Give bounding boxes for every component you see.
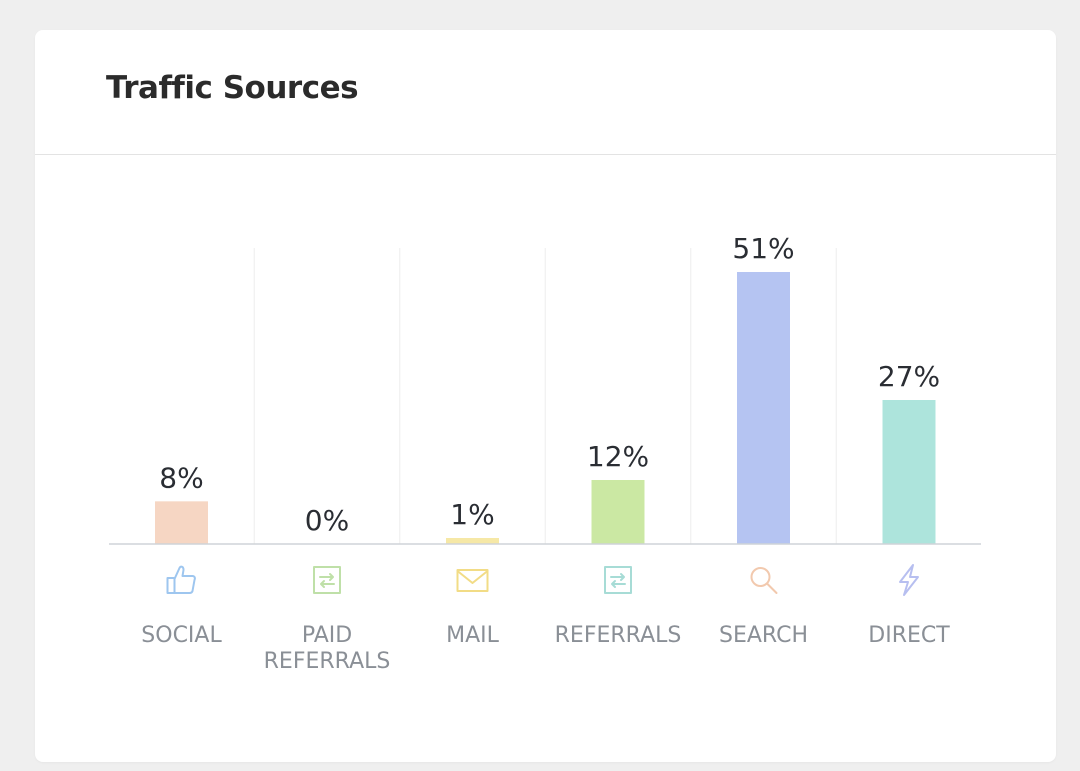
lightning-icon bbox=[899, 564, 919, 596]
swap-arrows-icon bbox=[313, 566, 341, 594]
category-label: MAIL bbox=[446, 623, 500, 648]
bar-value-label: 12% bbox=[587, 440, 649, 473]
bar bbox=[882, 400, 936, 544]
bar-value-label: 0% bbox=[305, 504, 349, 537]
bar-value-label: 8% bbox=[159, 461, 203, 494]
traffic-sources-chart: 8% SOCIAL 0% PAID REFERRALS 1% MAIL 12% REFERRAL… bbox=[109, 232, 981, 674]
category-label: PAID REFERRALS bbox=[264, 623, 391, 674]
bar-value-label: 27% bbox=[878, 360, 940, 393]
swap-arrows-icon bbox=[604, 566, 632, 594]
category-label: DIRECT bbox=[868, 623, 950, 648]
card-title: Traffic Sources bbox=[106, 70, 359, 106]
bar bbox=[155, 501, 208, 544]
bar-value-label: 1% bbox=[450, 498, 494, 531]
category-label: SOCIAL bbox=[141, 623, 222, 648]
bar bbox=[591, 480, 645, 544]
mail-icon bbox=[456, 569, 489, 592]
bar bbox=[446, 538, 499, 544]
thumbs-up-icon bbox=[166, 565, 196, 594]
search-icon bbox=[750, 567, 778, 594]
bar bbox=[737, 272, 790, 544]
bar-value-label: 51% bbox=[732, 232, 794, 265]
category-label: REFERRALS bbox=[555, 623, 682, 648]
category-label: SEARCH bbox=[719, 623, 808, 648]
card-header: Traffic Sources bbox=[35, 30, 1056, 155]
traffic-sources-card: Traffic Sources 8% SOCIAL 0% PAID REFERRALS 1… bbox=[35, 30, 1056, 762]
